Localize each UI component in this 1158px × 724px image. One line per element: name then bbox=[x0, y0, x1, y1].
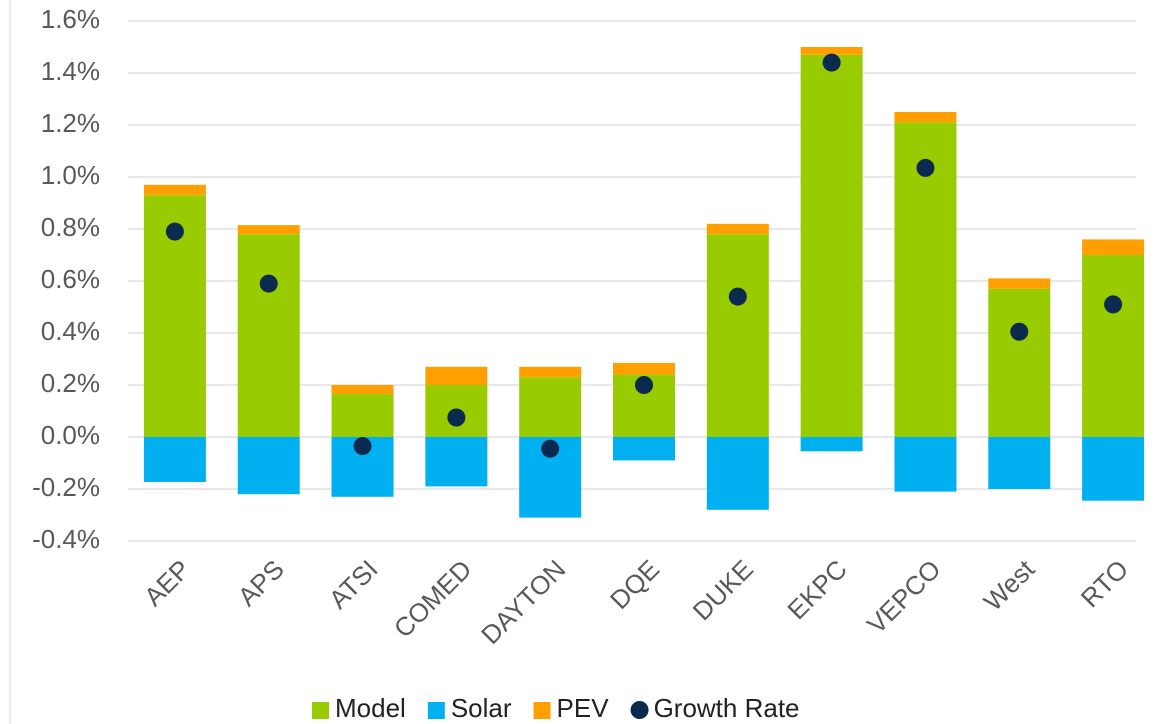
y-tick-label: 0.2% bbox=[41, 368, 100, 398]
y-tick-label: 1.2% bbox=[41, 108, 100, 138]
growth-point bbox=[1010, 322, 1029, 341]
bar-segment bbox=[1082, 239, 1145, 255]
x-tick-label: EKPC bbox=[781, 554, 852, 625]
bar-segment bbox=[425, 366, 488, 385]
bar-segment bbox=[706, 437, 769, 510]
x-tick-label: DUKE bbox=[687, 554, 759, 626]
growth-point bbox=[353, 437, 372, 456]
y-tick-label: 1.4% bbox=[41, 56, 100, 86]
growth-point bbox=[728, 287, 747, 306]
growth-point bbox=[1104, 295, 1123, 314]
growth-point bbox=[916, 158, 935, 177]
bar-segment bbox=[800, 47, 863, 55]
growth-point bbox=[259, 274, 278, 293]
bar-segment bbox=[237, 234, 300, 437]
bar-segment bbox=[800, 54, 863, 438]
legend-marker bbox=[312, 702, 329, 719]
y-tick-label: 0.4% bbox=[41, 316, 100, 346]
bar-segment bbox=[331, 394, 394, 437]
y-tick-label: 1.6% bbox=[41, 4, 100, 34]
bar-segment bbox=[613, 362, 675, 375]
bar-segment bbox=[706, 223, 769, 235]
legend-label: Model bbox=[335, 693, 406, 723]
growth-point bbox=[822, 53, 841, 72]
bar-segment bbox=[988, 437, 1051, 489]
bar-segment bbox=[519, 366, 582, 378]
x-tick-label: DQE bbox=[604, 554, 665, 615]
bar-segment bbox=[894, 437, 957, 492]
y-tick-label: -0.4% bbox=[32, 524, 100, 554]
x-tick-label: AEP bbox=[138, 554, 196, 612]
x-tick-label: DAYTON bbox=[475, 554, 571, 650]
bar-segment bbox=[800, 437, 863, 452]
bar-segment bbox=[988, 288, 1051, 437]
bar-segment bbox=[988, 278, 1051, 289]
growth-point bbox=[447, 408, 466, 427]
x-tick-label: APS bbox=[232, 554, 290, 612]
legend-marker bbox=[533, 702, 551, 719]
x-tick-label: COMED bbox=[388, 554, 478, 644]
legend-marker bbox=[630, 701, 649, 719]
bar-segment bbox=[1082, 437, 1145, 501]
x-tick-label: West bbox=[978, 553, 1041, 616]
bar-segment bbox=[519, 377, 582, 437]
growth-point bbox=[165, 222, 184, 241]
bar-segment bbox=[331, 385, 394, 395]
y-tick-label: 0.8% bbox=[41, 212, 100, 242]
legend-label: Growth Rate bbox=[654, 693, 800, 723]
legend-label: PEV bbox=[557, 693, 610, 723]
legend: Model Solar PEV Growth Rate bbox=[312, 693, 800, 723]
x-tick-label: ATSI bbox=[323, 554, 384, 615]
bar-segment bbox=[613, 437, 675, 461]
bar-segment bbox=[425, 437, 488, 487]
y-tick-label: 0.0% bbox=[41, 420, 100, 450]
growth-point bbox=[541, 439, 560, 458]
bar-segment bbox=[237, 225, 300, 235]
growth-point bbox=[635, 376, 653, 394]
y-tick-label: 0.6% bbox=[41, 264, 100, 294]
y-tick-label: -0.2% bbox=[32, 472, 100, 502]
legend-label: Solar bbox=[451, 693, 512, 723]
bar-segment bbox=[237, 437, 300, 495]
bar-segment bbox=[1082, 255, 1145, 437]
bar-segment bbox=[706, 234, 769, 437]
legend-marker bbox=[427, 702, 445, 719]
x-tick-label: VEPCO bbox=[861, 554, 947, 640]
y-tick-label: 1.0% bbox=[41, 160, 100, 190]
bar-segment bbox=[894, 112, 957, 123]
x-tick-label: RTO bbox=[1075, 554, 1134, 613]
bar-segment bbox=[143, 184, 206, 196]
bar-segment bbox=[143, 437, 206, 482]
